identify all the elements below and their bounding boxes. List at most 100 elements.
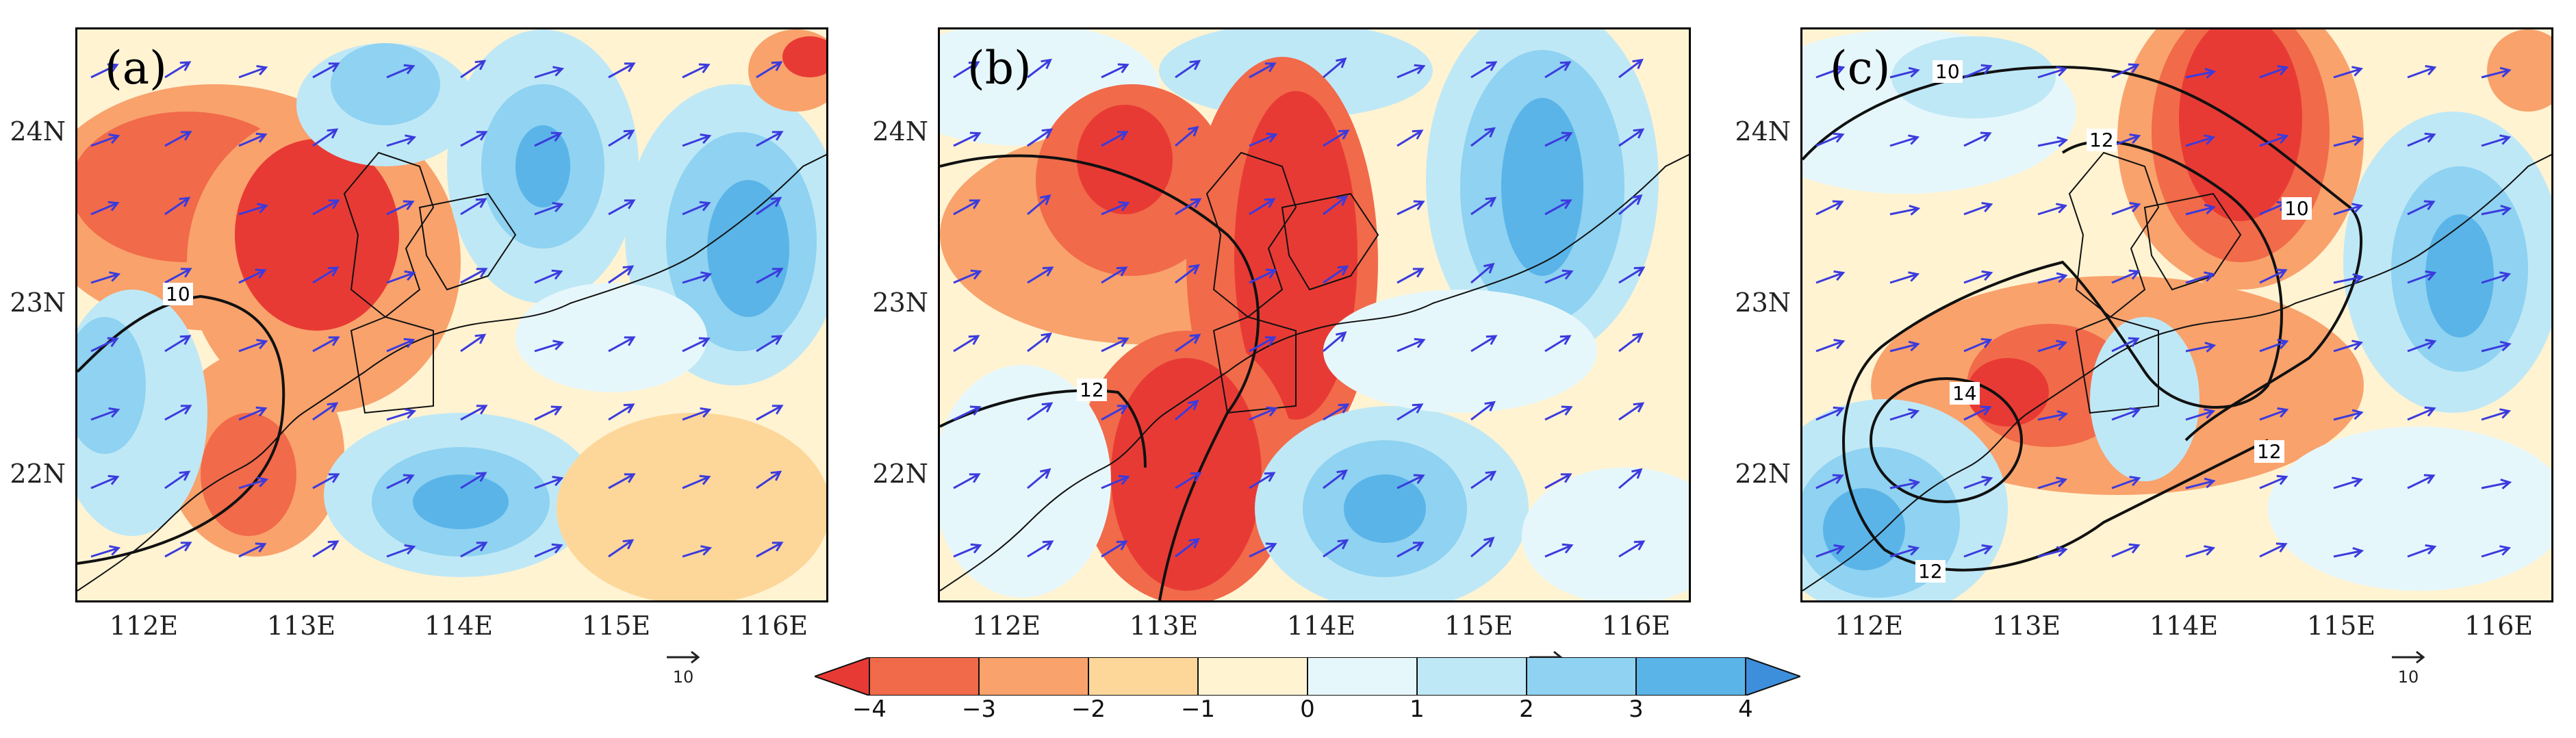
wind-vector — [2037, 136, 2069, 147]
wind-vector — [608, 62, 636, 79]
colorbar-tick-label: 3 — [1629, 696, 1644, 723]
wind-vector — [1101, 266, 1128, 284]
wind-vector — [953, 269, 982, 284]
wind-vector — [534, 269, 563, 284]
wind-vector — [1618, 194, 1643, 216]
wind-vector — [2333, 135, 2364, 147]
wind-vector — [2037, 476, 2068, 489]
wind-vector — [460, 333, 487, 353]
wind-vector — [608, 129, 635, 147]
wind-vector — [238, 476, 269, 489]
wind-vector — [1544, 473, 1572, 489]
wind-vector — [1249, 132, 1278, 147]
contour-label-c-6: 12 — [1915, 560, 1946, 583]
x-tick-114e: 114E — [1286, 611, 1356, 641]
wind-vector — [1027, 332, 1052, 353]
wind-vector — [2259, 339, 2289, 353]
wind-vector — [1470, 400, 1496, 421]
wind-vector — [2111, 63, 2140, 79]
x-tick-115e: 115E — [1444, 611, 1514, 641]
wind-vector — [238, 406, 268, 421]
colorbar-tick-label: −4 — [852, 696, 887, 723]
wind-vector — [1963, 405, 1992, 421]
panel-label-a: (a) — [105, 42, 167, 94]
wind-vector — [1544, 61, 1572, 79]
wind-vector — [90, 545, 121, 558]
x-tick-112e: 112E — [1834, 611, 1904, 641]
wind-vector — [312, 473, 340, 489]
wind-vector — [608, 473, 636, 489]
wind-vector — [460, 60, 487, 79]
wind-vector — [90, 201, 120, 216]
panel-label-c: (c) — [1830, 42, 1891, 94]
wind-vector — [1618, 128, 1645, 147]
wind-vectors-a — [90, 60, 784, 558]
wind-vector — [1027, 402, 1054, 421]
contour-line-c3 — [1870, 377, 2023, 503]
wind-vector — [2111, 337, 2140, 353]
wind-vector — [1101, 131, 1129, 147]
colorbar-tick-label: −3 — [961, 696, 997, 723]
wind-vector — [2407, 474, 2436, 489]
wind-vector — [756, 470, 782, 489]
reference-vector-label-a: 10 — [672, 667, 694, 687]
wind-vector — [1889, 479, 1921, 489]
wind-vector — [1963, 64, 1993, 79]
wind-vector — [460, 131, 488, 147]
anomaly-field-c — [1802, 29, 2551, 600]
wind-vector — [90, 337, 119, 353]
reference-vector-a — [667, 650, 700, 664]
wind-vector — [386, 270, 416, 284]
wind-vector — [1101, 405, 1129, 421]
reference-vector-label-c: 10 — [2397, 667, 2419, 687]
wind-vector — [1618, 468, 1643, 489]
wind-vector — [238, 65, 268, 79]
wind-vector — [2333, 340, 2364, 353]
wind-vector — [2185, 545, 2216, 558]
wind-vector — [2185, 477, 2216, 489]
wind-vector — [953, 61, 980, 79]
wind-vector — [2259, 65, 2289, 79]
panel-label-b: (b) — [967, 42, 1032, 94]
wind-vector — [312, 540, 340, 558]
wind-vector — [1544, 543, 1574, 558]
anomaly-field-a — [77, 29, 826, 600]
wind-vector — [1889, 205, 1921, 216]
wind-vector — [2259, 133, 2289, 147]
wind-vector — [1175, 333, 1201, 353]
wind-vector — [1397, 338, 1426, 353]
wind-vector — [2333, 66, 2364, 79]
wind-vector — [1027, 540, 1054, 558]
wind-vector — [608, 403, 635, 421]
wind-vector — [2407, 200, 2436, 216]
wind-vector — [1815, 339, 1846, 353]
wind-vector — [1249, 472, 1276, 489]
wind-vector — [1815, 406, 1845, 421]
wind-vector — [1470, 536, 1495, 558]
wind-vector — [1249, 336, 1277, 353]
colorbar-swatch — [1307, 657, 1418, 696]
colorbar-tick-label: 0 — [1300, 696, 1315, 723]
colorbar-tick-label: 1 — [1410, 696, 1425, 723]
wind-vector — [1101, 540, 1128, 558]
wind-vector — [1618, 332, 1644, 353]
colorbar-swatch — [1526, 657, 1637, 696]
wind-vector — [1323, 195, 1348, 216]
shading-c — [1802, 29, 2551, 600]
wind-vector — [1889, 340, 1920, 353]
wind-vector — [1889, 66, 1920, 79]
wind-vector — [1175, 399, 1199, 421]
wind-vector — [460, 405, 488, 421]
wind-vector — [682, 407, 712, 421]
wind-vector — [2407, 406, 2436, 421]
map-panel-a: (a) 10 24N 23N 22N 112E 113E 114E 115E 1… — [10, 27, 828, 687]
wind-vector — [2037, 546, 2068, 558]
wind-vector — [460, 542, 488, 558]
x-tick-115e: 115E — [581, 611, 651, 641]
wind-vector — [164, 405, 192, 421]
wind-vector — [164, 131, 192, 147]
wind-vector — [756, 542, 784, 558]
wind-vector — [1323, 129, 1350, 147]
contour-label-a: 10 — [163, 283, 193, 305]
wind-vector — [1397, 64, 1426, 79]
